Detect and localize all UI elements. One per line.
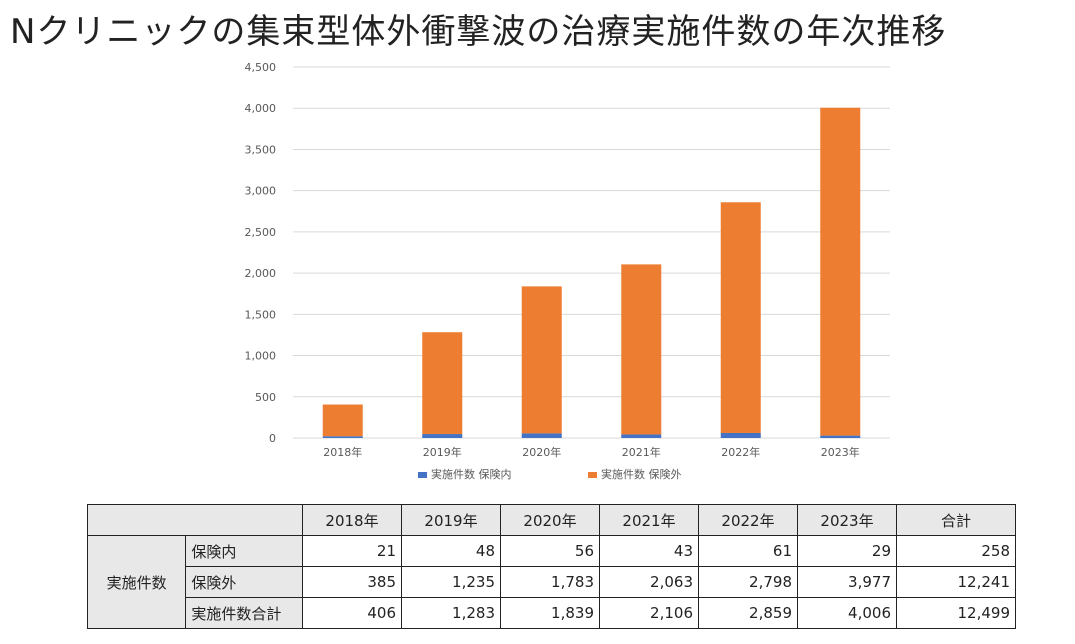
table-header-cell (87, 504, 303, 536)
table-row: 実施件数合計 406 1,283 1,839 2,106 2,859 4,006… (88, 597, 1016, 629)
data-table: 2018年 2019年 2020年 2021年 2022年 2023年 合計 実… (86, 504, 1016, 629)
table-header-cell: 2021年 (599, 504, 699, 536)
x-tick-label: 2019年 (423, 445, 462, 459)
x-axis-tick-labels: 2018年 2019年 2020年 2021年 2022年 2023年 (323, 445, 860, 459)
table-cell: 43 (599, 535, 699, 567)
y-tick-label: 3,500 (245, 143, 277, 156)
bar-segment (422, 434, 463, 438)
table-cell: 258 (896, 535, 1016, 567)
x-tick-label: 2018年 (323, 445, 362, 459)
bar-segment (720, 202, 761, 433)
y-tick-label: 1,500 (245, 308, 277, 321)
table-cell: 2,798 (698, 566, 798, 598)
table-cell: 12,241 (896, 566, 1016, 598)
stacked-bar-chart: 0 500 1,000 1,500 2,000 2,500 3,000 3,500 4,000 4… (245, 61, 890, 481)
table-cell: 1,839 (500, 597, 600, 629)
y-tick-label: 0 (269, 432, 276, 445)
legend: 実施件数 保険内 実施件数 保険外 (418, 467, 682, 481)
table-row-label: 保険外 (185, 566, 303, 598)
legend-swatch (418, 472, 427, 478)
y-tick-label: 500 (255, 391, 276, 404)
bar-segment (322, 436, 363, 438)
gridlines (293, 66, 890, 439)
table-row-label: 実施件数合計 (185, 597, 303, 629)
x-tick-label: 2022年 (721, 445, 760, 459)
table-cell: 4,006 (797, 597, 897, 629)
table-cell: 1,783 (500, 566, 600, 598)
x-tick-label: 2023年 (821, 445, 860, 459)
table-cell: 29 (797, 535, 897, 567)
bar-segment (621, 434, 662, 438)
page-title: Nクリニックの集束型体外衝撃波の治療実施件数の年次推移 (10, 12, 947, 52)
table-cell: 21 (302, 535, 402, 567)
table-cell: 12,499 (896, 597, 1016, 629)
y-axis-tick-labels: 0 500 1,000 1,500 2,000 2,500 3,000 3,500 4,000 4… (245, 61, 277, 445)
table-cell: 48 (401, 535, 501, 567)
table-header-cell: 2019年 (401, 504, 501, 536)
table-cell: 2,859 (698, 597, 798, 629)
legend-label: 実施件数 保険外 (601, 467, 682, 481)
table-cell: 406 (302, 597, 402, 629)
bar-segment (422, 332, 463, 435)
table-cell: 3,977 (797, 566, 897, 598)
table-row: 実施件数 保険内 21 48 56 43 61 29 258 (86, 535, 1016, 629)
table-cell: 61 (698, 535, 798, 567)
table-cell: 2,106 (599, 597, 699, 629)
bar-segment (322, 404, 363, 437)
table-row: 保険外 385 1,235 1,783 2,063 2,798 3,977 12… (88, 566, 1016, 598)
table-header-cell: 合計 (896, 504, 1016, 536)
x-tick-label: 2020年 (522, 445, 561, 459)
table-row-label: 保険内 (185, 535, 303, 567)
bar-segment (521, 433, 562, 438)
table-header-cell: 2022年 (698, 504, 798, 536)
table-header-cell: 2018年 (302, 504, 402, 536)
bar-segment (720, 432, 761, 438)
table-header-row: 2018年 2019年 2020年 2021年 2022年 2023年 合計 (87, 504, 1016, 536)
bar-segment (820, 435, 861, 438)
y-tick-label: 2,000 (245, 267, 277, 280)
x-tick-label: 2021年 (622, 445, 661, 459)
bar-segment (621, 264, 662, 435)
table-cell: 385 (302, 566, 402, 598)
y-tick-label: 2,500 (245, 226, 277, 239)
y-tick-label: 3,000 (245, 185, 277, 198)
bars (322, 107, 861, 438)
legend-swatch (588, 472, 597, 478)
table-cell: 2,063 (599, 566, 699, 598)
bar-segment (820, 107, 861, 436)
legend-label: 実施件数 保険内 (431, 467, 512, 481)
y-tick-label: 4,500 (245, 61, 277, 74)
table-cell: 1,283 (401, 597, 501, 629)
y-tick-label: 1,000 (245, 350, 277, 363)
table-header-cell: 2020年 (500, 504, 600, 536)
table-group-label: 実施件数 (86, 535, 187, 629)
table-cell: 1,235 (401, 566, 501, 598)
y-tick-label: 4,000 (245, 102, 277, 115)
bar-segment (521, 286, 562, 434)
table-cell: 56 (500, 535, 600, 567)
table-header-cell: 2023年 (797, 504, 897, 536)
